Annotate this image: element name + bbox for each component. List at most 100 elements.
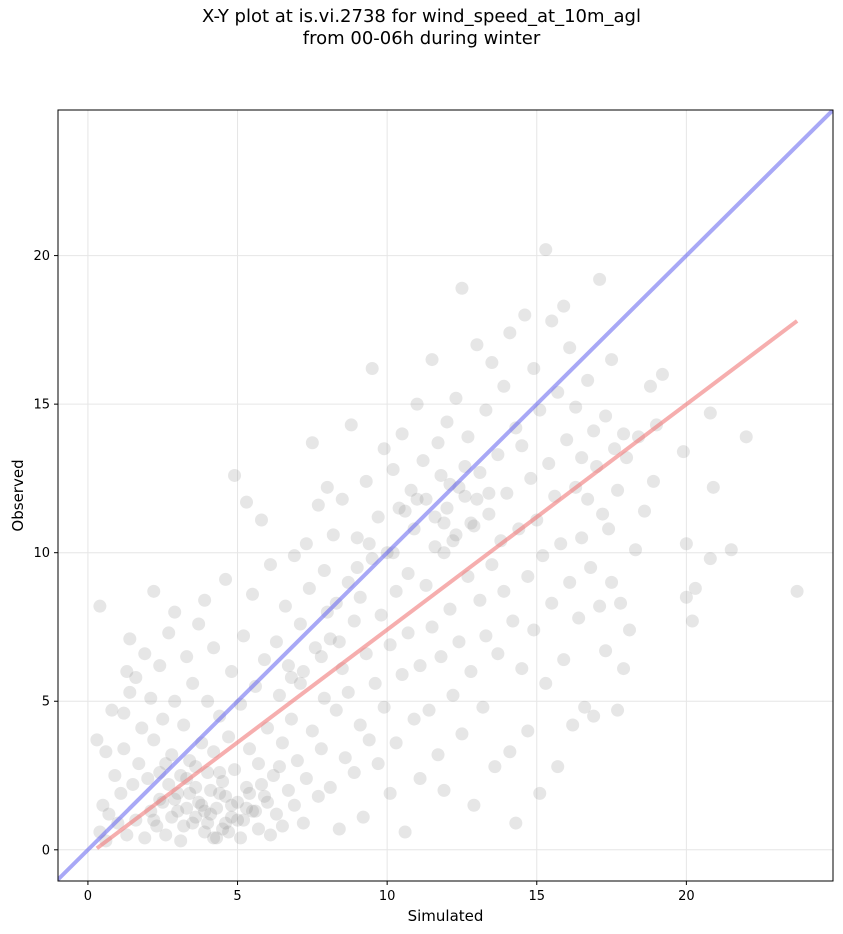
data-point — [153, 659, 167, 673]
data-point — [485, 558, 499, 572]
data-point — [198, 804, 212, 818]
data-point — [536, 549, 550, 563]
data-point — [419, 492, 433, 506]
data-point — [703, 552, 717, 566]
data-point — [470, 492, 484, 506]
data-point — [739, 430, 753, 444]
data-point — [440, 501, 454, 515]
data-point — [281, 783, 295, 797]
data-point — [482, 486, 496, 500]
data-point — [362, 733, 376, 747]
data-point — [90, 733, 104, 747]
data-point — [440, 415, 454, 429]
data-point — [724, 543, 738, 557]
data-point — [488, 760, 502, 774]
data-point — [243, 742, 257, 756]
data-point — [503, 745, 517, 759]
data-point — [147, 813, 161, 827]
data-point — [168, 694, 182, 708]
data-point — [144, 691, 158, 705]
data-point — [165, 810, 179, 824]
data-point — [198, 593, 212, 607]
data-point — [581, 492, 595, 506]
data-point — [584, 561, 598, 575]
data-point — [593, 272, 607, 286]
data-point — [563, 575, 577, 589]
data-point — [195, 798, 209, 812]
data-point — [96, 798, 110, 812]
data-point — [138, 831, 152, 845]
y-axis-label: Observed — [9, 459, 27, 531]
data-point — [296, 816, 310, 830]
data-point — [213, 709, 227, 723]
data-point — [234, 831, 248, 845]
data-point — [605, 575, 619, 589]
data-point — [213, 766, 227, 780]
data-point — [240, 780, 254, 794]
data-point — [147, 733, 161, 747]
data-point — [156, 712, 170, 726]
data-point — [464, 516, 478, 530]
one-to-one-line — [58, 110, 833, 881]
chart-title-block: X-Y plot at is.vi.2738 for wind_speed_at… — [0, 6, 843, 50]
data-point — [515, 439, 529, 453]
data-point — [287, 798, 301, 812]
data-point — [350, 561, 364, 575]
chart-subtitle: from 00-06h during winter — [302, 28, 541, 49]
data-point — [655, 367, 669, 381]
data-point — [470, 338, 484, 352]
data-point — [168, 605, 182, 619]
data-point — [317, 564, 331, 578]
data-point — [102, 807, 116, 821]
data-point — [473, 465, 487, 479]
x-tick-label: 15 — [528, 889, 545, 904]
data-point — [572, 611, 586, 625]
data-point — [509, 421, 523, 435]
data-point — [174, 834, 188, 848]
data-point — [398, 504, 412, 518]
data-point — [374, 608, 388, 622]
data-point — [527, 623, 541, 637]
data-point — [278, 599, 292, 613]
data-point — [222, 730, 236, 744]
data-point — [446, 534, 460, 548]
data-point — [679, 590, 693, 604]
data-point — [204, 807, 218, 821]
data-point — [416, 454, 430, 468]
data-point — [120, 665, 134, 679]
data-point — [114, 786, 128, 800]
data-point — [162, 777, 176, 791]
data-point — [210, 801, 224, 815]
data-point — [299, 771, 313, 785]
x-tick-label: 0 — [84, 889, 92, 904]
data-point — [231, 813, 245, 827]
data-point — [643, 379, 657, 393]
data-point — [434, 650, 448, 664]
data-point — [518, 308, 532, 322]
data-point — [344, 418, 358, 432]
data-point — [111, 816, 125, 830]
data-point — [275, 819, 289, 833]
data-point — [575, 451, 589, 465]
data-point — [425, 353, 439, 367]
data-point — [431, 748, 445, 762]
data-point — [551, 760, 565, 774]
data-point — [243, 786, 257, 800]
data-point — [108, 769, 122, 783]
data-point — [437, 516, 451, 530]
data-point — [614, 596, 628, 610]
data-point — [560, 433, 574, 447]
data-point — [356, 810, 370, 824]
data-point — [623, 623, 637, 637]
data-point — [491, 448, 505, 462]
data-point — [509, 816, 523, 830]
data-point — [135, 721, 149, 735]
data-point — [383, 638, 397, 652]
data-point — [245, 587, 259, 601]
data-point — [587, 709, 601, 723]
data-point — [545, 314, 559, 328]
data-point — [410, 397, 424, 411]
data-point — [228, 468, 242, 482]
data-point — [428, 510, 442, 524]
